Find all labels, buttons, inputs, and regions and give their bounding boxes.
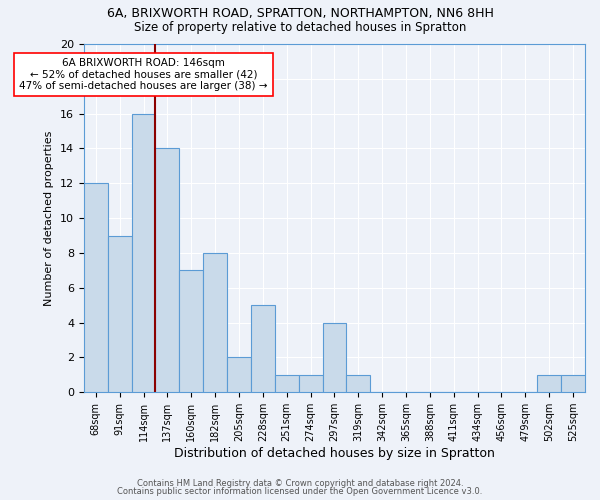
Text: 6A, BRIXWORTH ROAD, SPRATTON, NORTHAMPTON, NN6 8HH: 6A, BRIXWORTH ROAD, SPRATTON, NORTHAMPTO… (107, 8, 493, 20)
Y-axis label: Number of detached properties: Number of detached properties (44, 130, 55, 306)
Bar (84, 184, 108, 392)
Bar (108, 236, 131, 392)
Text: Contains public sector information licensed under the Open Government Licence v3: Contains public sector information licen… (118, 487, 482, 496)
Bar (299, 375, 323, 392)
Bar (275, 375, 299, 392)
Bar (155, 148, 179, 392)
Bar (251, 305, 275, 392)
Bar (323, 322, 346, 392)
Bar (227, 358, 251, 392)
Text: 6A BRIXWORTH ROAD: 146sqm
← 52% of detached houses are smaller (42)
47% of semi-: 6A BRIXWORTH ROAD: 146sqm ← 52% of detac… (19, 58, 268, 91)
Bar (561, 375, 585, 392)
Bar (203, 253, 227, 392)
Bar (346, 375, 370, 392)
Bar (179, 270, 203, 392)
Bar (537, 375, 561, 392)
X-axis label: Distribution of detached houses by size in Spratton: Distribution of detached houses by size … (174, 447, 495, 460)
Text: Size of property relative to detached houses in Spratton: Size of property relative to detached ho… (134, 21, 466, 34)
Text: Contains HM Land Registry data © Crown copyright and database right 2024.: Contains HM Land Registry data © Crown c… (137, 478, 463, 488)
Bar (131, 114, 155, 392)
